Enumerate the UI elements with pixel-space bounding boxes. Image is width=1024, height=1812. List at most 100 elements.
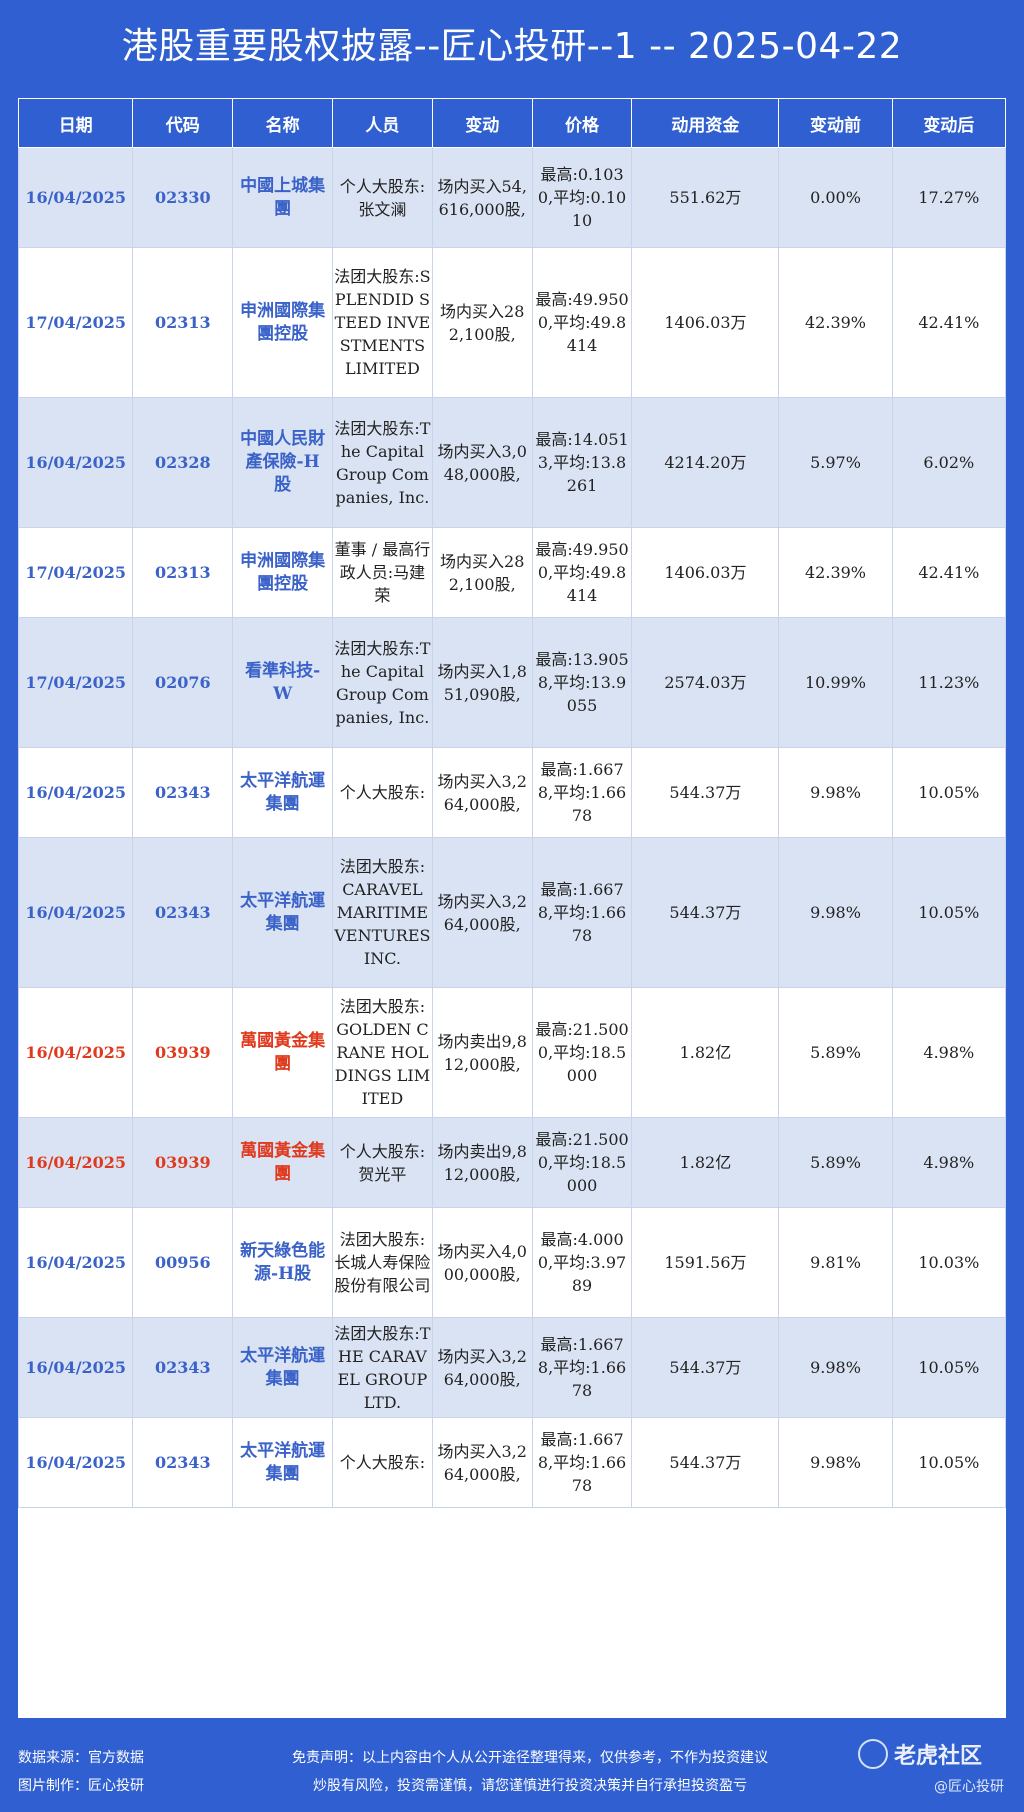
col-header-change: 变动 bbox=[431, 98, 533, 148]
cell-after: 10.05% bbox=[891, 1417, 1007, 1508]
cell-person: 法团大股东:The Capital Group Companies, Inc. bbox=[332, 397, 433, 528]
cell-before: 10.99% bbox=[778, 617, 893, 748]
col-header-person: 人员 bbox=[332, 98, 433, 148]
cell-person: 法团大股东:CARAVEL MARITIME VENTURES INC. bbox=[332, 837, 433, 988]
cell-before: 9.98% bbox=[778, 747, 893, 838]
cell-code: 00956 bbox=[132, 1207, 234, 1318]
tiger-community-logo: 老虎社区 bbox=[858, 1738, 1018, 1770]
cell-change: 场内卖出9,812,000股, bbox=[431, 1117, 533, 1208]
cell-price: 最高:1.6678,平均:1.6678 bbox=[531, 837, 633, 988]
page-title: 港股重要股权披露--匠心投研--1 -- 2025-04-22 bbox=[121, 26, 903, 67]
cell-before: 5.89% bbox=[778, 1117, 893, 1208]
cell-person: 个人大股东:贺光平 bbox=[332, 1117, 433, 1208]
cell-name: 中國上城集團 bbox=[232, 147, 334, 248]
cell-change: 场内买入3,264,000股, bbox=[431, 747, 533, 838]
cell-before: 9.81% bbox=[778, 1207, 893, 1318]
cell-name: 看準科技-W bbox=[232, 617, 334, 748]
cell-funds: 1406.03万 bbox=[631, 527, 780, 618]
cell-change: 场内买入282,100股, bbox=[431, 527, 533, 618]
cell-code: 02076 bbox=[132, 617, 234, 748]
cell-code: 02313 bbox=[132, 527, 234, 618]
cell-person: 法团大股东:长城人寿保险股份有限公司 bbox=[332, 1207, 433, 1318]
cell-after: 10.05% bbox=[891, 837, 1007, 988]
cell-person: 个人大股东: bbox=[332, 747, 433, 838]
table-row: 16/04/2025 02328 中國人民財產保險-H股 法团大股东:The Capi… bbox=[17, 397, 1007, 528]
cell-date: 16/04/2025 bbox=[17, 1117, 134, 1208]
cell-after: 42.41% bbox=[891, 247, 1007, 398]
cell-price: 最高:1.6678,平均:1.6678 bbox=[531, 1417, 633, 1508]
cell-funds: 544.37万 bbox=[631, 747, 780, 838]
cell-after: 17.27% bbox=[891, 147, 1007, 248]
cell-after: 10.03% bbox=[891, 1207, 1007, 1318]
cell-date: 16/04/2025 bbox=[17, 1417, 134, 1508]
cell-price: 最高:21.5000,平均:18.5000 bbox=[531, 1117, 633, 1208]
cell-code: 03939 bbox=[132, 1117, 234, 1208]
cell-date: 17/04/2025 bbox=[17, 527, 134, 618]
cell-price: 最高:0.1030,平均:0.1010 bbox=[531, 147, 633, 248]
cell-date: 16/04/2025 bbox=[17, 397, 134, 528]
cell-person: 董事 / 最高行政人员:马建荣 bbox=[332, 527, 433, 618]
table-row: 16/04/2025 02343 太平洋航運集團 个人大股东: 场内买入3,264,00… bbox=[17, 747, 1007, 838]
col-header-before: 变动前 bbox=[778, 98, 893, 148]
cell-person: 法团大股东:SPLENDID STEED INVESTMENTS LIMITED bbox=[332, 247, 433, 398]
cell-person: 个人大股东: bbox=[332, 1417, 433, 1508]
cell-date: 17/04/2025 bbox=[17, 617, 134, 748]
brand-text: 老虎社区 bbox=[894, 1744, 983, 1769]
disclaimer-line-1: 免责声明：以上内容由个人从公开途径整理得来，仅供参考，不作为投资建议 bbox=[292, 1750, 768, 1766]
cell-person: 法团大股东:THE CARAVEL GROUP LTD. bbox=[332, 1317, 433, 1418]
table-header-row: 日期 代码 名称 人员 变动 价格 动用资金 变动前 变动后 bbox=[17, 98, 1007, 148]
table-row: 16/04/2025 00956 新天綠色能源-H股 法团大股东:长城人寿保险股份有限… bbox=[17, 1207, 1007, 1318]
col-header-date: 日期 bbox=[17, 98, 134, 148]
cell-change: 场内买入4,000,000股, bbox=[431, 1207, 533, 1318]
disclosure-table: 日期 代码 名称 人员 变动 价格 动用资金 变动前 变动后 16/04/202… bbox=[17, 98, 1007, 1508]
cell-name: 太平洋航運集團 bbox=[232, 1317, 334, 1418]
cell-name: 太平洋航運集團 bbox=[232, 747, 334, 838]
cell-name: 太平洋航運集團 bbox=[232, 837, 334, 988]
cell-before: 9.98% bbox=[778, 837, 893, 988]
cell-price: 最高:49.9500,平均:49.8414 bbox=[531, 247, 633, 398]
cell-person: 个人大股东:张文澜 bbox=[332, 147, 433, 248]
cell-price: 最高:49.9500,平均:49.8414 bbox=[531, 527, 633, 618]
col-header-price: 价格 bbox=[531, 98, 633, 148]
cell-funds: 1406.03万 bbox=[631, 247, 780, 398]
col-header-name: 名称 bbox=[232, 98, 334, 148]
cell-person: 法团大股东:GOLDEN CRANE HOLDINGS LIMITED bbox=[332, 987, 433, 1118]
cell-before: 5.89% bbox=[778, 987, 893, 1118]
cell-code: 03939 bbox=[132, 987, 234, 1118]
cell-funds: 2574.03万 bbox=[631, 617, 780, 748]
cell-after: 42.41% bbox=[891, 527, 1007, 618]
table-row: 16/04/2025 02330 中國上城集團 个人大股东:张文澜 场内买入54,616… bbox=[17, 147, 1007, 248]
image-maker-text: 图片制作：匠心投研 bbox=[18, 1778, 144, 1794]
cell-name: 中國人民財產保險-H股 bbox=[232, 397, 334, 528]
cell-price: 最高:21.5000,平均:18.5000 bbox=[531, 987, 633, 1118]
table-row: 16/04/2025 02343 太平洋航運集團 法团大股东:THE CARAVEL … bbox=[17, 1317, 1007, 1418]
cell-before: 42.39% bbox=[778, 527, 893, 618]
cell-change: 场内买入1,851,090股, bbox=[431, 617, 533, 748]
cell-price: 最高:1.6678,平均:1.6678 bbox=[531, 1317, 633, 1418]
cell-before: 42.39% bbox=[778, 247, 893, 398]
disclaimer-line-2: 炒股有风险，投资需谨慎，请您谨慎进行投资决策并自行承担投资盈亏 bbox=[313, 1778, 747, 1794]
cell-date: 16/04/2025 bbox=[17, 837, 134, 988]
cell-name: 新天綠色能源-H股 bbox=[232, 1207, 334, 1318]
cell-before: 9.98% bbox=[778, 1417, 893, 1508]
col-header-funds: 动用资金 bbox=[631, 98, 780, 148]
cell-change: 场内买入3,048,000股, bbox=[431, 397, 533, 528]
cell-name: 萬國黃金集團 bbox=[232, 1117, 334, 1208]
cell-date: 17/04/2025 bbox=[17, 247, 134, 398]
cell-code: 02330 bbox=[132, 147, 234, 248]
cell-change: 场内卖出9,812,000股, bbox=[431, 987, 533, 1118]
cell-after: 4.98% bbox=[891, 1117, 1007, 1208]
cell-name: 萬國黃金集團 bbox=[232, 987, 334, 1118]
footer-disclaimer: 免责声明：以上内容由个人从公开途径整理得来，仅供参考，不作为投资建议 炒股有风险… bbox=[250, 1744, 810, 1800]
cell-before: 9.98% bbox=[778, 1317, 893, 1418]
cell-before: 5.97% bbox=[778, 397, 893, 528]
disclosure-table-container: 日期 代码 名称 人员 变动 价格 动用资金 变动前 变动后 16/04/202… bbox=[17, 98, 1007, 1718]
cell-after: 6.02% bbox=[891, 397, 1007, 528]
cell-person: 法团大股东:The Capital Group Companies, Inc. bbox=[332, 617, 433, 748]
table-row: 16/04/2025 03939 萬國黃金集團 法团大股东:GOLDEN CRANE … bbox=[17, 987, 1007, 1118]
cell-change: 场内买入3,264,000股, bbox=[431, 1317, 533, 1418]
cell-price: 最高:14.0513,平均:13.8261 bbox=[531, 397, 633, 528]
table-row: 17/04/2025 02313 申洲國際集團控股 法团大股东:SPLENDID ST… bbox=[17, 247, 1007, 398]
cell-funds: 1.82亿 bbox=[631, 987, 780, 1118]
cell-change: 场内买入54,616,000股, bbox=[431, 147, 533, 248]
